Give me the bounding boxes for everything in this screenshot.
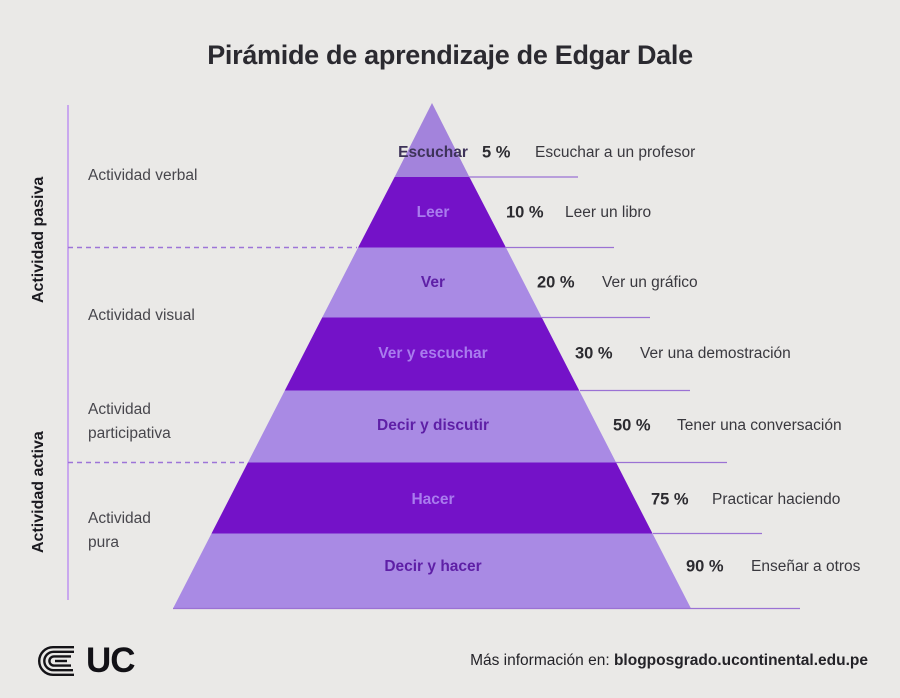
level-label-decir-y-discutir: Decir y discutir (377, 417, 489, 434)
group-label-actividad-verbal: Actividad verbal (88, 167, 198, 184)
level-desc-ver: Ver un gráfico (602, 274, 698, 291)
group-label-actividad-visual: Actividad visual (88, 307, 195, 324)
level-percent-leer: 10 % (506, 203, 544, 222)
uc-logo-icon (38, 646, 74, 676)
page-title: Pirámide de aprendizaje de Edgar Dale (207, 40, 693, 70)
level-desc-hacer: Practicar haciendo (712, 491, 841, 508)
level-percent-decir-y-hacer: 90 % (686, 557, 724, 576)
pyramid-level-decir-y-hacer (173, 533, 691, 609)
level-percent-hacer: 75 % (651, 490, 689, 509)
footer-info-prefix: Más información en: (470, 652, 614, 669)
axis-label-actividad-activa: Actividad activa (30, 431, 47, 553)
level-desc-decir-y-discutir: Tener una conversación (677, 417, 842, 434)
level-percent-decir-y-discutir: 50 % (613, 416, 651, 435)
pyramid-level-escuchar (394, 103, 470, 177)
axis-label-actividad-pasiva: Actividad pasiva (30, 176, 47, 304)
uc-logo-text: UC (86, 641, 136, 680)
level-desc-ver-y-escuchar: Ver una demostración (640, 345, 791, 362)
level-desc-escuchar: Escuchar a un profesor (535, 144, 696, 161)
level-label-decir-y-hacer: Decir y hacer (384, 558, 482, 575)
level-label-ver-y-escuchar: Ver y escuchar (378, 345, 488, 362)
pyramid-level-ver (322, 247, 542, 318)
uc-logo: UC (34, 641, 136, 680)
level-desc-leer: Leer un libro (565, 204, 652, 221)
level-label-escuchar: Escuchar (398, 144, 468, 161)
level-label-hacer: Hacer (411, 491, 455, 508)
level-percent-ver: 20 % (537, 273, 575, 292)
footer-info-link: blogposgrado.ucontinental.edu.pe (613, 652, 868, 669)
level-percent-escuchar: 5 % (482, 143, 511, 162)
pyramid-level-leer (358, 177, 506, 248)
level-percent-ver-y-escuchar: 30 % (575, 344, 613, 363)
pyramid-level-hacer (211, 462, 653, 534)
level-label-leer: Leer (416, 204, 450, 221)
pyramid-level-ver-y-escuchar (284, 317, 580, 391)
level-label-ver: Ver (420, 274, 446, 291)
footer-info: Más información en: blogposgrado.ucontin… (470, 652, 868, 670)
level-desc-decir-y-hacer: Enseñar a otros (751, 558, 861, 575)
group-label-actividad-participativa: Actividad participativa (88, 401, 171, 442)
pyramid-level-decir-y-discutir (247, 390, 617, 463)
group-label-actividad-pura: Actividad pura (88, 510, 151, 551)
